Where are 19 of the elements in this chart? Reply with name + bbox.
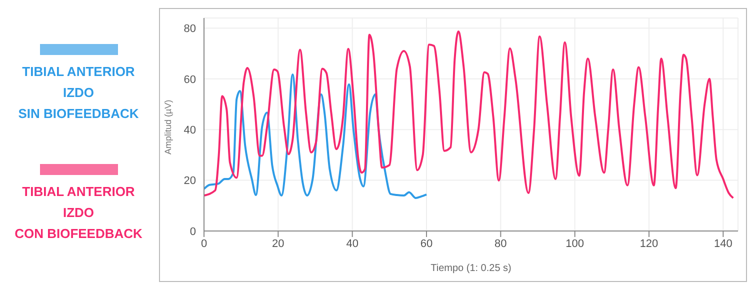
x-tick-label: 120 [640, 238, 658, 250]
y-tick-label: 80 [184, 23, 196, 36]
x-tick-label: 100 [566, 238, 584, 250]
y-tick-label: 0 [190, 226, 196, 238]
x-tick-label: 0 [200, 238, 208, 250]
line-series [204, 30, 734, 200]
y-axis-title: Amplitud (µV) [163, 100, 174, 154]
x-tick-label: 60 [420, 238, 433, 250]
x-tick-label: 40 [346, 238, 358, 250]
x-tick-label: 80 [494, 238, 507, 250]
y-tick-label: 60 [184, 74, 196, 86]
x-tick-label: 20 [272, 238, 284, 250]
text: TIBIAL ANTERIOR IZDO SIN BIOFEEDBACK [17, 63, 140, 123]
y-tick-label: 40 [184, 124, 196, 136]
x-axis-title: Tiempo (1: 0.25 s) [430, 263, 512, 274]
line-series [204, 74, 428, 200]
text: TIBIAL ANTERIOR IZDO CON BIOFEEDBACK [14, 183, 144, 243]
x-tick-label: 140 [714, 238, 732, 250]
y-tick-label: 20 [184, 175, 196, 188]
